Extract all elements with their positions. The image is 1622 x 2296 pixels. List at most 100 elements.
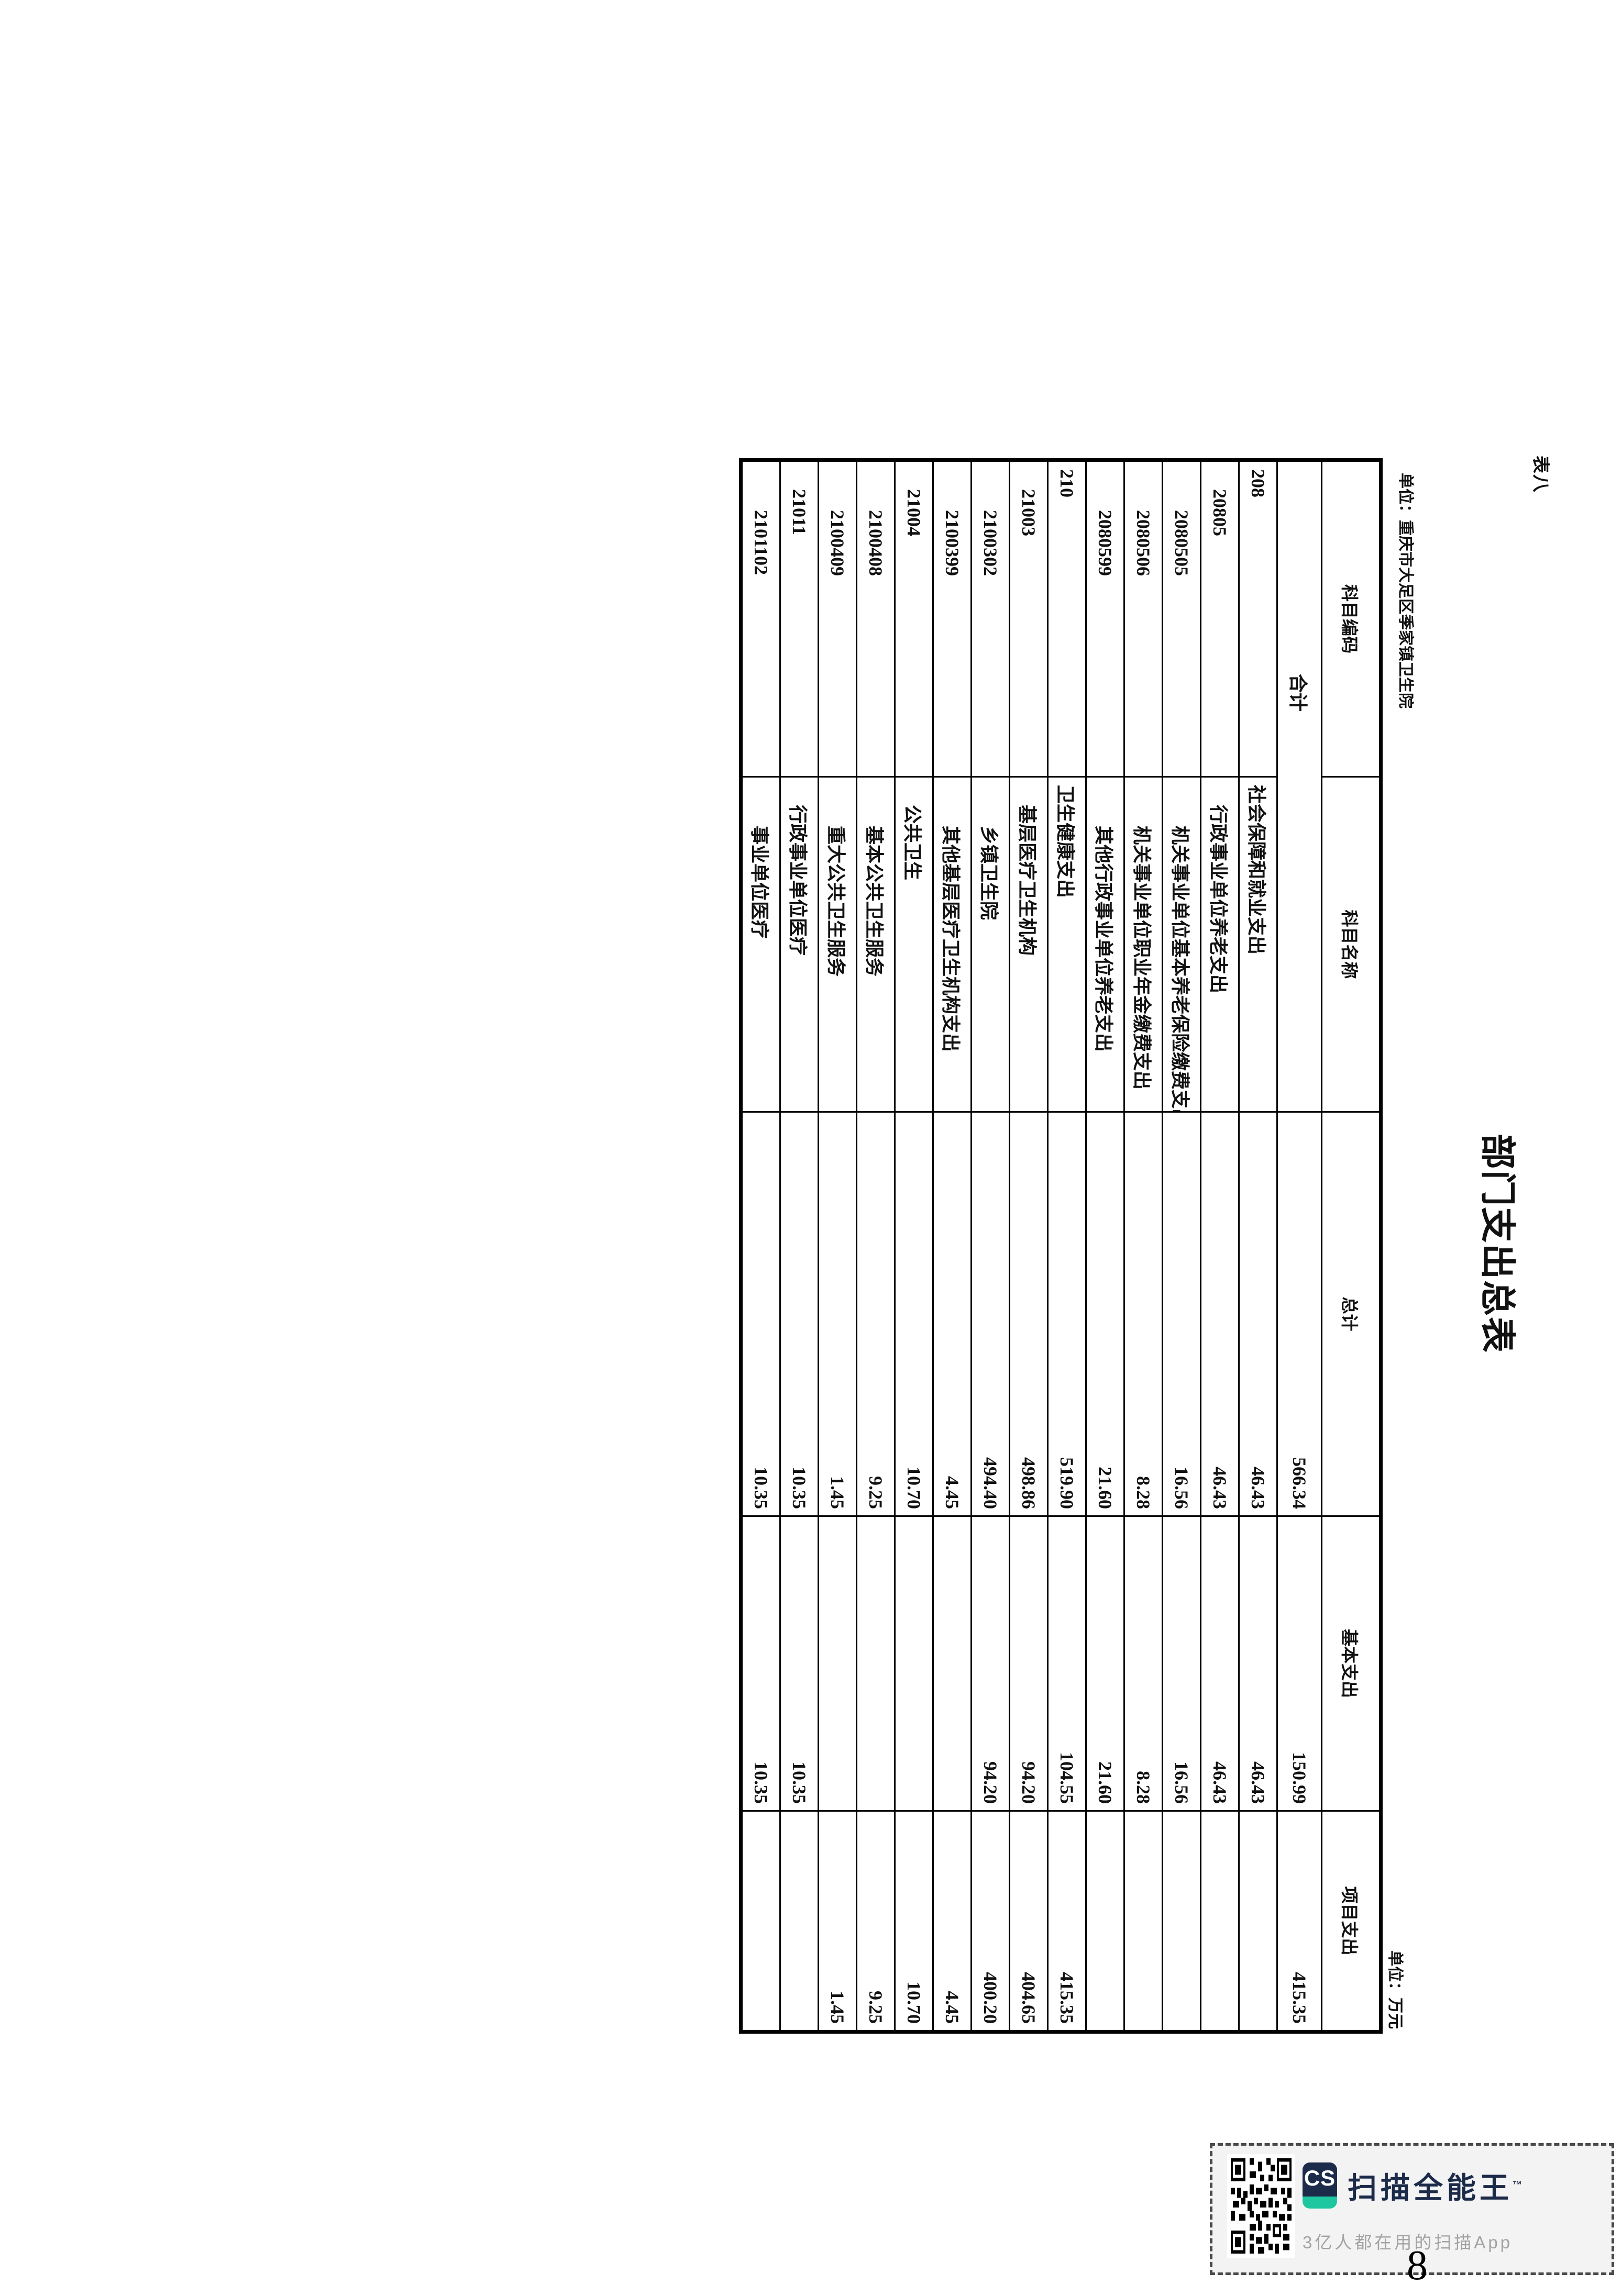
cell-project [1239,1811,1277,2032]
cell-name: 行政事业单位养老支出 [1200,777,1239,1112]
cell-total: 46.43 [1239,1112,1277,1516]
table-row: 2080506 机关事业单位职业年金缴费支出 8.28 8.28 [1124,460,1163,2032]
cell-name: 卫生健康支出 [1047,777,1086,1112]
cell-total: 519.90 [1047,1112,1086,1516]
table-row: 2100302 乡镇卫生院 494.40 94.20 400.20 [971,460,1010,2032]
cell-name: 基本公共卫生服务 [856,777,895,1112]
cell-project [1086,1811,1124,2032]
cell-total: 498.86 [1009,1112,1048,1516]
cell-basic [818,1516,857,1811]
table-row: 2100409 重大公共卫生服务 1.45 1.45 [818,460,857,2032]
cell-code: 2100409 [818,460,857,777]
cell-code: 20805 [1200,460,1239,777]
cell-basic [895,1516,933,1811]
page-title: 部门支出总表 [1477,1133,1517,1354]
cell-name: 事业单位医疗 [741,777,780,1112]
qr-code [1227,2154,1295,2258]
cell-code: 21011 [780,460,819,777]
cell-basic: 46.43 [1200,1516,1239,1811]
table-row: 2080599 其他行政事业单位养老支出 21.60 21.60 [1086,460,1124,2032]
cell-name: 乡镇卫生院 [971,777,1010,1112]
header-total: 总计 [1321,1112,1381,1516]
table-row: 21011 行政事业单位医疗 10.35 10.35 [780,460,819,2032]
cell-name: 行政事业单位医疗 [780,777,819,1112]
camscanner-watermark: CS 扫描全能王™ 3亿人都在用的扫描App [1210,2143,1614,2275]
expenditure-summary-table: 科目编码 科目名称 总计 基本支出 项目支出 合计 566.34 150.99 … [739,458,1383,2034]
cell-code: 2080506 [1124,460,1163,777]
cell-total: 10.70 [895,1112,933,1516]
cell-name: 机关事业单位基本养老保险缴费支出 [1162,777,1201,1112]
cell-project: 415.35 [1047,1811,1086,2032]
cell-code: 2101102 [741,460,780,777]
cell-code: 2100302 [971,460,1010,777]
cell-project [1124,1811,1163,2032]
header-basic-expenditure: 基本支出 [1321,1516,1381,1811]
table-row: 2100399 其他基层医疗卫生机构支出 4.45 4.45 [933,460,972,2032]
camscanner-brand-text: 扫描全能王™ [1348,2171,1522,2204]
cell-basic: 46.43 [1239,1516,1277,1811]
cell-name: 其他基层医疗卫生机构支出 [933,777,972,1112]
cell-code: 21004 [895,460,933,777]
cell-name: 公共卫生 [895,777,933,1112]
cell-total: 9.25 [856,1112,895,1516]
table-row: 2100408 基本公共卫生服务 9.25 9.25 [856,460,895,2032]
cell-basic: 21.60 [1086,1516,1124,1811]
cell-project [780,1811,819,2032]
page-number: 8 [1407,2243,1428,2289]
cell-basic: 94.20 [1009,1516,1048,1811]
cell-project [1200,1811,1239,2032]
camscanner-tagline: 3亿人都在用的扫描App [1303,2233,1513,2252]
cell-name: 社会保障和就业支出 [1239,777,1277,1112]
cell-project: 9.25 [856,1811,895,2032]
cell-code: 2100408 [856,460,895,777]
grand-total-basic: 150.99 [1277,1516,1322,1811]
cell-basic: 16.56 [1162,1516,1201,1811]
header-subject-name: 科目名称 [1321,777,1381,1112]
trademark-symbol: ™ [1513,2179,1522,2190]
grand-total-label: 合计 [1277,460,1322,1112]
cell-name: 重大公共卫生服务 [818,777,857,1112]
cell-project [1162,1811,1201,2032]
table-number-label: 表八 [1530,456,1550,493]
cell-project: 1.45 [818,1811,857,2032]
cell-total: 16.56 [1162,1112,1201,1516]
cell-project: 400.20 [971,1811,1010,2032]
currency-unit-label: 单位：万元 [1386,1950,1404,2029]
cell-basic: 8.28 [1124,1516,1163,1811]
cell-code: 2080599 [1086,460,1124,777]
table-row: 2080505 机关事业单位基本养老保险缴费支出 16.56 16.56 [1162,460,1201,2032]
cell-basic: 94.20 [971,1516,1010,1811]
cell-code: 208 [1239,460,1277,777]
cell-name: 机关事业单位职业年金缴费支出 [1124,777,1163,1112]
header-project-expenditure: 项目支出 [1321,1811,1381,2032]
cell-basic: 10.35 [780,1516,819,1811]
cell-project: 404.65 [1009,1811,1048,2032]
grand-total-total: 566.34 [1277,1112,1322,1516]
cell-project: 10.70 [895,1811,933,2032]
header-subject-code: 科目编码 [1321,460,1381,777]
table-header-row: 科目编码 科目名称 总计 基本支出 项目支出 [1321,460,1381,2032]
table-row: 2101102 事业单位医疗 10.35 10.35 [741,460,780,2032]
grand-total-project: 415.35 [1277,1811,1322,2032]
table-row: 208 社会保障和就业支出 46.43 46.43 [1239,460,1277,2032]
cell-code: 2100399 [933,460,972,777]
cell-basic [933,1516,972,1811]
cell-total: 4.45 [933,1112,972,1516]
table-row: 21003 基层医疗卫生机构 498.86 94.20 404.65 [1009,460,1048,2032]
cell-basic: 104.55 [1047,1516,1086,1811]
cell-project [741,1811,780,2032]
cell-total: 10.35 [780,1112,819,1516]
cell-basic: 10.35 [741,1516,780,1811]
cell-total: 10.35 [741,1112,780,1516]
cell-total: 1.45 [818,1112,857,1516]
cell-code: 21003 [1009,460,1048,777]
cell-total: 46.43 [1200,1112,1239,1516]
table-row: 210 卫生健康支出 519.90 104.55 415.35 [1047,460,1086,2032]
table-row: 21004 公共卫生 10.70 10.70 [895,460,933,2032]
cell-basic [856,1516,895,1811]
cell-name: 基层医疗卫生机构 [1009,777,1048,1112]
table-row: 20805 行政事业单位养老支出 46.43 46.43 [1200,460,1239,2032]
cell-total: 21.60 [1086,1112,1124,1516]
